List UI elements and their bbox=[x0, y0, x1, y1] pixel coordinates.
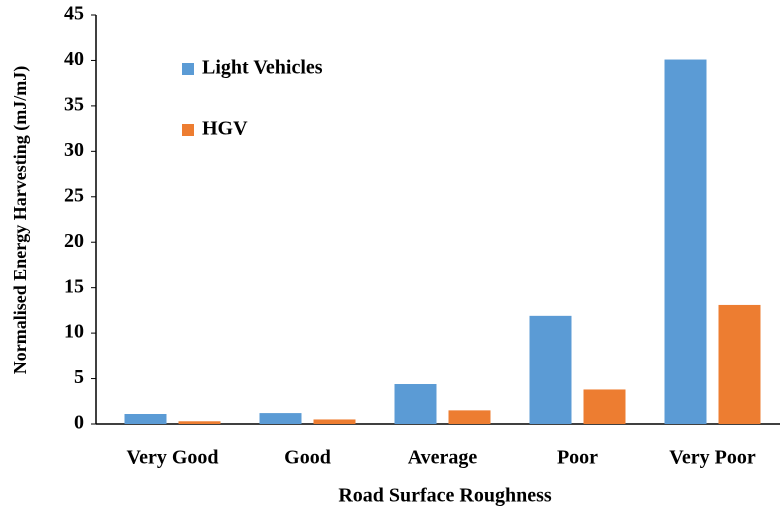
y-tick-label: 10 bbox=[64, 321, 84, 343]
bar bbox=[394, 384, 437, 424]
bar bbox=[178, 421, 221, 424]
y-tick-label: 15 bbox=[64, 275, 84, 297]
bar bbox=[259, 413, 302, 424]
y-tick-label: 30 bbox=[64, 139, 84, 161]
y-tick-label: 35 bbox=[64, 93, 84, 115]
x-tick-label: Very Good bbox=[126, 447, 218, 469]
bar bbox=[313, 419, 356, 424]
y-tick-label: 40 bbox=[64, 48, 84, 70]
x-tick-label: Average bbox=[408, 447, 478, 469]
x-tick-label: Good bbox=[284, 447, 331, 469]
y-axis-label: Normalised Energy Harvesting (mJ/mJ) bbox=[10, 66, 31, 374]
y-tick-label: 25 bbox=[64, 184, 84, 206]
legend-swatch bbox=[182, 63, 194, 75]
bar bbox=[124, 414, 167, 424]
y-tick-label: 0 bbox=[74, 412, 84, 434]
y-tick-label: 5 bbox=[74, 366, 84, 388]
legend-label: HGV bbox=[202, 118, 248, 140]
bar bbox=[448, 410, 491, 424]
y-tick-label: 20 bbox=[64, 230, 84, 252]
x-tick-label: Poor bbox=[557, 447, 598, 469]
bar bbox=[664, 59, 707, 425]
bar bbox=[529, 315, 572, 424]
y-tick-label: 45 bbox=[64, 3, 84, 25]
legend-label: Light Vehicles bbox=[202, 57, 323, 79]
x-axis-label: Road Surface Roughness bbox=[338, 485, 552, 507]
bar bbox=[718, 304, 761, 424]
bar bbox=[583, 389, 626, 424]
legend-swatch bbox=[182, 124, 194, 136]
x-tick-label: Very Poor bbox=[669, 447, 756, 469]
